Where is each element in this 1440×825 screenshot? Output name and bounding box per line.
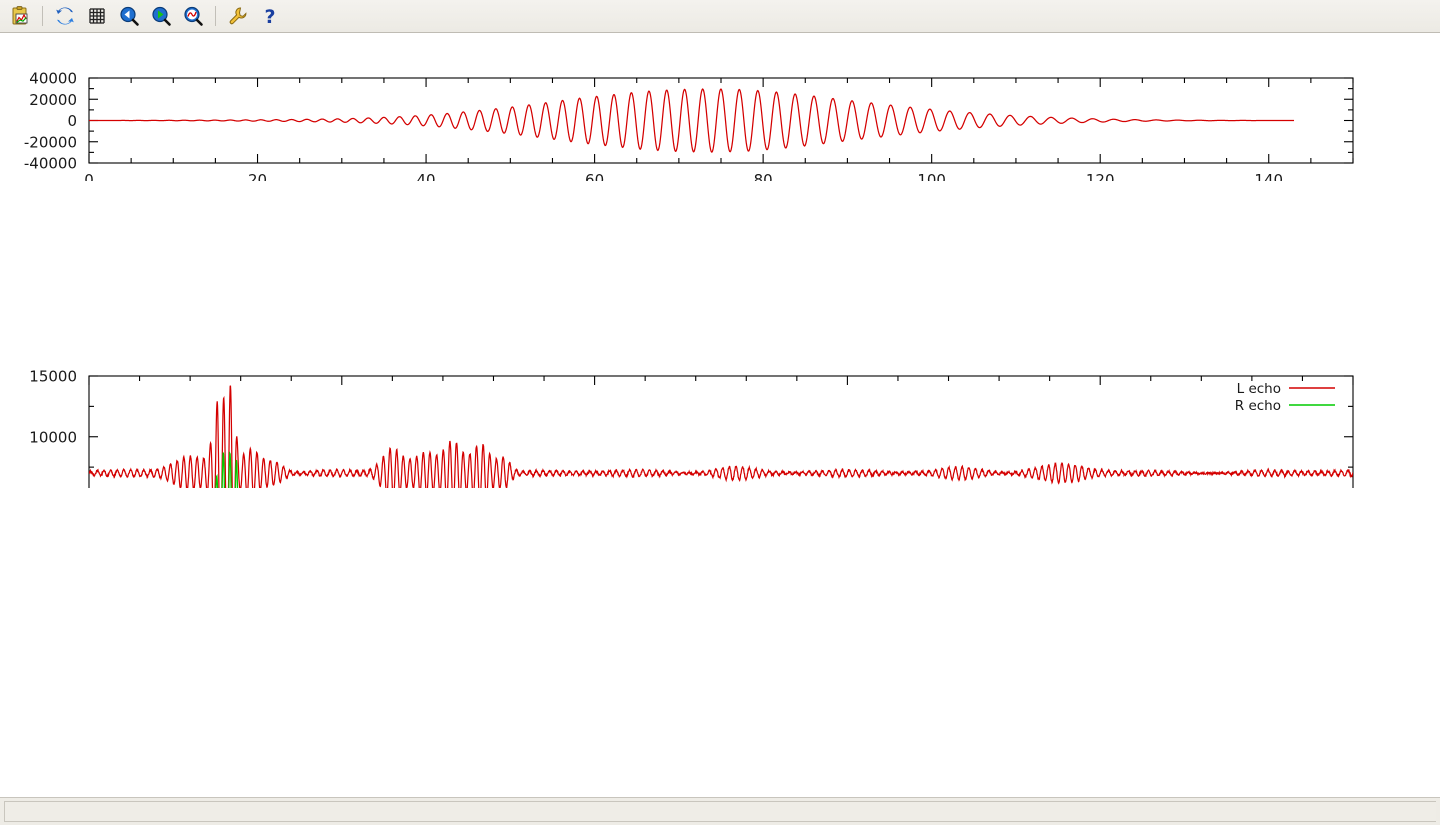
- echo-plot-svg: 012345-5000050001000015000distance [m]L …: [29, 368, 1354, 488]
- toolbar: ?: [0, 0, 1440, 33]
- status-bar: [0, 797, 1440, 825]
- trace-transmitted-pulse: [89, 88, 1295, 153]
- legend-label: L echo: [1237, 381, 1281, 397]
- x-tick-label: 60: [585, 171, 604, 181]
- y-tick-label: 20000: [29, 91, 77, 109]
- trace-l-echo: [89, 385, 1353, 488]
- plot-canvas: 0 20 40 60 80 100 120 140 -40000 -20000 0 20000 4000…: [0, 33, 1440, 797]
- y-tick-label: -20000: [24, 133, 77, 151]
- x-tick-label: 20: [248, 171, 267, 181]
- zoom-fit-icon[interactable]: [179, 3, 207, 29]
- svg-text:?: ?: [264, 6, 275, 27]
- y-tick-label: 0: [67, 112, 77, 130]
- separator-2: [215, 6, 216, 26]
- status-text: [4, 801, 1436, 822]
- copy-to-clipboard-icon[interactable]: [6, 3, 34, 29]
- y-tick-label: -40000: [24, 155, 77, 173]
- pulse-plot[interactable]: 0 20 40 60 80 100 120 140 -40000 -20000 0 20000 4000…: [0, 33, 1440, 181]
- separator-1: [42, 6, 43, 26]
- echo-plot[interactable]: 012345-5000050001000015000distance [m]L …: [0, 181, 1440, 488]
- correlation-plot[interactable]: 01234501e+092e+09distance [m]L correlati…: [0, 488, 1440, 797]
- correlation-plot-svg: 01234501e+092e+09distance [m]L correlati…: [0, 488, 1440, 797]
- refresh-icon[interactable]: [51, 3, 79, 29]
- help-question-icon[interactable]: ?: [256, 3, 284, 29]
- x-tick-label: 120: [1086, 171, 1115, 181]
- zoom-next-icon[interactable]: [147, 3, 175, 29]
- x-tick-label: 80: [754, 171, 773, 181]
- x-tick-label: 100: [917, 171, 946, 181]
- x-tick-label: 40: [417, 171, 436, 181]
- x-tick-label: 140: [1254, 171, 1283, 181]
- legend-label: R echo: [1235, 398, 1281, 414]
- pulse-plot-svg: 0 20 40 60 80 100 120 140 -40000 -20000 0 20000 4000…: [24, 70, 1354, 181]
- plot-frame: [88, 375, 1354, 488]
- zoom-previous-icon[interactable]: [115, 3, 143, 29]
- x-tick-label: 0: [84, 171, 94, 181]
- y-tick-label: 15000: [29, 368, 77, 386]
- settings-wrench-icon[interactable]: [224, 3, 252, 29]
- y-tick-label: 10000: [29, 428, 77, 446]
- y-tick-label: 40000: [29, 70, 77, 88]
- grid-icon[interactable]: [83, 3, 111, 29]
